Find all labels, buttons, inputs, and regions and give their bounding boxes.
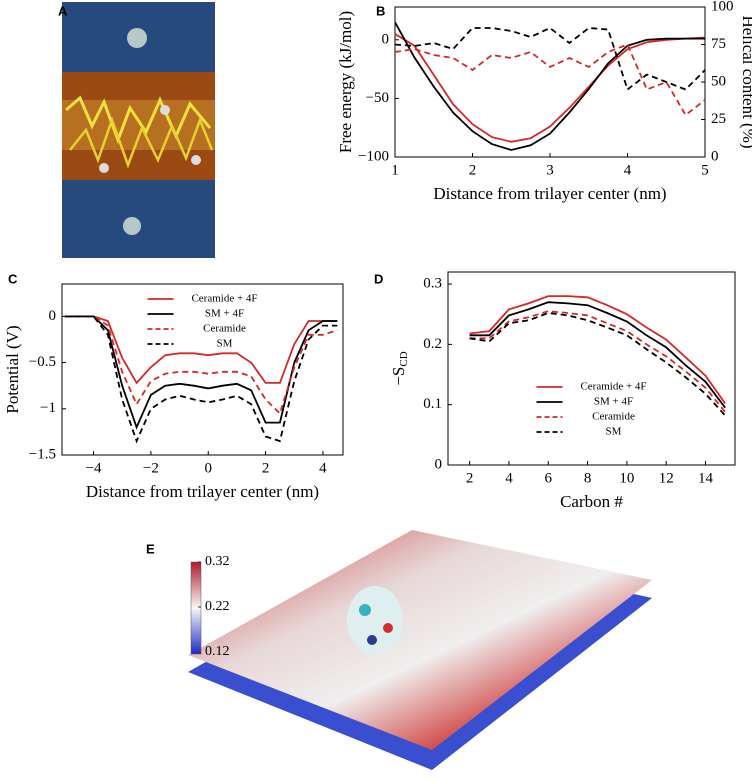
y-tick-label: −1.5 bbox=[29, 446, 56, 462]
y-tick-label: 0.1 bbox=[423, 396, 442, 412]
series-line bbox=[394, 26, 706, 91]
legend-label: SM bbox=[217, 338, 233, 350]
plot-frame bbox=[61, 283, 344, 456]
x-tick-label: 3 bbox=[546, 162, 554, 178]
x-tick-label: 12 bbox=[659, 470, 674, 486]
y2-axis-label: Helical content (%) bbox=[739, 15, 752, 148]
x-tick-label: 4 bbox=[505, 470, 513, 486]
series-line bbox=[394, 43, 706, 117]
x-tick-label: −4 bbox=[86, 460, 102, 476]
series-line bbox=[64, 315, 338, 385]
panel-label: B bbox=[376, 3, 385, 18]
y-axis-label: Potential (V) bbox=[3, 325, 22, 413]
y-tick-label: −50 bbox=[366, 90, 389, 106]
x-axis-label: Carbon # bbox=[560, 492, 623, 511]
plot-frame bbox=[447, 271, 736, 466]
membrane-surface bbox=[188, 530, 652, 770]
legend-label: Ceramide bbox=[203, 323, 246, 335]
panel-label: D bbox=[374, 271, 383, 286]
y2-tick-label: 50 bbox=[711, 73, 726, 89]
x-axis-label: Distance from trilayer center (nm) bbox=[433, 184, 666, 203]
legend-label: Ceramide bbox=[592, 411, 635, 423]
series-line bbox=[64, 315, 338, 430]
y2-tick-label: 75 bbox=[711, 36, 726, 52]
x-tick-label: 2 bbox=[466, 470, 474, 486]
series-line bbox=[469, 310, 726, 413]
y2-tick-label: 25 bbox=[711, 111, 726, 127]
simulation-snapshot bbox=[62, 2, 215, 258]
x-tick-label: 10 bbox=[619, 470, 634, 486]
legend-label: Ceramide + 4F bbox=[191, 293, 257, 305]
y-tick-label: 0.3 bbox=[423, 276, 442, 292]
x-axis-label: Distance from trilayer center (nm) bbox=[86, 482, 319, 501]
y-axis-label-text: −S bbox=[389, 367, 408, 386]
x-tick-label: 0 bbox=[204, 460, 212, 476]
series-line bbox=[469, 301, 726, 409]
y-tick-label: 0 bbox=[382, 31, 390, 47]
colorbar-tick-label: 0.32 bbox=[205, 554, 230, 569]
y-tick-label: −1 bbox=[40, 400, 56, 416]
x-tick-label: 6 bbox=[545, 470, 553, 486]
x-tick-label: 4 bbox=[624, 162, 632, 178]
series-line bbox=[394, 33, 706, 143]
y-axis-label-text: Potential (V) bbox=[3, 325, 22, 413]
series-line bbox=[394, 21, 705, 151]
colorbar-tick-label: 0.22 bbox=[205, 599, 230, 614]
series-line bbox=[64, 315, 338, 444]
y2-tick-label: 0 bbox=[711, 148, 719, 164]
panel-label: A bbox=[58, 3, 68, 18]
x-tick-label: 2 bbox=[262, 460, 270, 476]
y-tick-label: 0 bbox=[49, 308, 57, 324]
y-axis-label-text: Free energy (kJ/mol) bbox=[336, 11, 355, 153]
legend-label: Ceramide + 4F bbox=[580, 381, 646, 393]
y-tick-label: −100 bbox=[358, 148, 389, 164]
y-tick-label: −0.5 bbox=[29, 354, 56, 370]
x-tick-label: 1 bbox=[391, 162, 399, 178]
y-axis-label: −SCD bbox=[389, 351, 410, 385]
y-tick-label: 0.2 bbox=[423, 336, 442, 352]
x-tick-label: 5 bbox=[701, 162, 709, 178]
panel-label: E bbox=[146, 541, 155, 556]
legend-label: SM + 4F bbox=[594, 396, 633, 408]
x-tick-label: −2 bbox=[143, 460, 159, 476]
series-line bbox=[469, 295, 726, 405]
panel-label: C bbox=[8, 271, 18, 286]
x-tick-label: 2 bbox=[469, 162, 477, 178]
y-tick-label: 0 bbox=[435, 456, 443, 472]
colorbar-tick-label: 0.12 bbox=[205, 644, 230, 659]
x-tick-label: 8 bbox=[584, 470, 592, 486]
y-axis-label: Free energy (kJ/mol) bbox=[336, 11, 355, 153]
x-tick-label: 14 bbox=[698, 470, 714, 486]
legend-label: SM + 4F bbox=[205, 308, 244, 320]
x-tick-label: 4 bbox=[319, 460, 327, 476]
legend-label: SM bbox=[606, 426, 622, 438]
y-axis-label-subscript: CD bbox=[398, 351, 410, 366]
y2-tick-label: 100 bbox=[711, 0, 734, 14]
series-line bbox=[64, 315, 338, 416]
